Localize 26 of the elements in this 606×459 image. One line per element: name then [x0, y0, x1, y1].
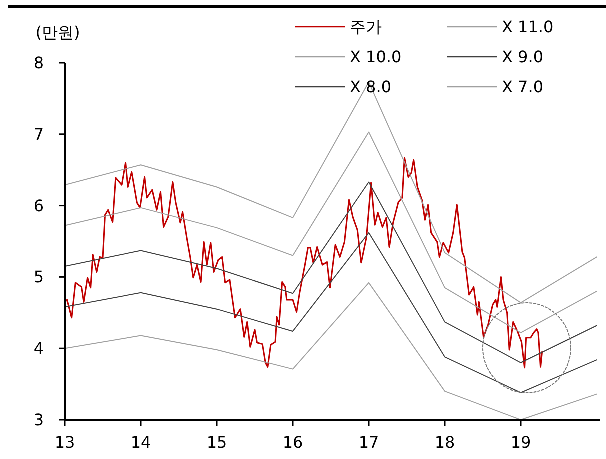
legend-label: 주가: [350, 18, 382, 36]
line-series: [65, 132, 598, 334]
line-series: [65, 182, 598, 364]
y-tick-label: 6: [34, 196, 44, 216]
line-series: [65, 232, 598, 394]
x-tick-label: 14: [130, 433, 152, 452]
y-tick-label: 3: [34, 410, 44, 430]
legend-label: X 9.0: [502, 48, 544, 66]
y-tick-label: 4: [34, 339, 44, 358]
x-tick-label: 15: [206, 433, 228, 452]
legend-label: X 7.0: [502, 78, 544, 96]
line-series: [65, 157, 544, 369]
x-tick-label: 18: [434, 433, 456, 452]
y-axis-title: (만원): [36, 23, 80, 42]
legend-label: X 10.0: [350, 48, 402, 66]
x-tick-label: 19: [510, 433, 532, 452]
x-tick-label: 13: [54, 433, 76, 452]
legend-label: X 8.0: [350, 78, 392, 96]
line-series: [65, 82, 598, 304]
y-tick-label: 8: [34, 54, 44, 72]
x-tick-label: 16: [282, 433, 304, 452]
legend-label: X 11.0: [502, 18, 554, 36]
line-series: [65, 282, 598, 420]
y-tick-label: 5: [34, 268, 44, 287]
x-tick-label: 17: [358, 433, 380, 452]
y-tick-label: 7: [34, 124, 44, 144]
